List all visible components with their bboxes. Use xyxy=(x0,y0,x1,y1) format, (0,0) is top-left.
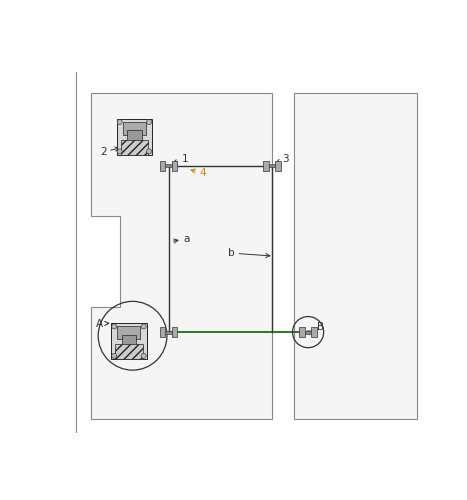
Circle shape xyxy=(147,149,152,154)
Bar xyxy=(172,160,177,170)
Circle shape xyxy=(141,324,146,329)
Circle shape xyxy=(141,354,146,358)
Bar xyxy=(115,344,142,359)
Text: 4: 4 xyxy=(191,168,206,178)
Bar xyxy=(165,164,172,167)
Bar xyxy=(172,327,177,337)
Bar xyxy=(294,94,417,419)
Bar xyxy=(305,330,311,334)
Bar xyxy=(127,130,142,142)
Circle shape xyxy=(147,120,152,124)
Text: B: B xyxy=(307,322,324,334)
Bar xyxy=(121,335,136,346)
Circle shape xyxy=(117,120,122,124)
Bar xyxy=(160,160,165,170)
Circle shape xyxy=(112,354,117,358)
Bar xyxy=(111,324,147,359)
Text: b: b xyxy=(228,248,270,258)
Text: A: A xyxy=(96,318,109,328)
Circle shape xyxy=(112,324,117,329)
Bar xyxy=(275,160,281,170)
Bar xyxy=(269,164,275,167)
Bar xyxy=(263,160,269,170)
Bar xyxy=(160,327,165,337)
Circle shape xyxy=(117,149,122,154)
Text: 1: 1 xyxy=(173,154,188,164)
Bar xyxy=(117,326,141,339)
Bar xyxy=(117,119,152,154)
Bar xyxy=(299,327,305,337)
Text: a: a xyxy=(173,234,190,243)
Bar xyxy=(123,122,146,134)
Text: 3: 3 xyxy=(276,154,289,164)
Polygon shape xyxy=(91,94,272,419)
Bar xyxy=(311,327,317,337)
Bar xyxy=(165,330,172,334)
Text: 2: 2 xyxy=(100,147,119,157)
Bar xyxy=(121,140,148,154)
